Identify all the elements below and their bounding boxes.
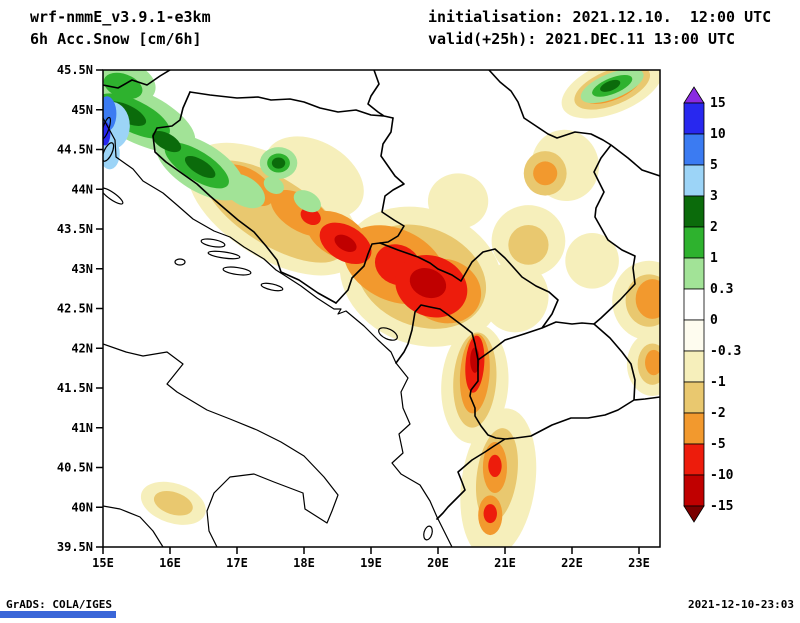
lon-tick-label: 19E (360, 556, 382, 570)
lon-tick-label: 21E (494, 556, 516, 570)
lon-tick-label: 22E (561, 556, 583, 570)
lat-tick-label: 43.5N (57, 222, 93, 236)
borders-northwest (103, 70, 394, 119)
colorbar-tick-label: -5 (710, 437, 726, 452)
snow-patch (152, 130, 182, 153)
colorbar-tick-label: -2 (710, 406, 726, 421)
country-borders (103, 70, 660, 520)
italy-tyrrhenian-coastline (103, 505, 164, 547)
snow-patch (481, 260, 549, 333)
colorbar: 15 10 5 3 2 1 0.3 0 -0.3 -1 -2 -5 -10 -15 (683, 86, 741, 523)
lat-tick-label: 40.5N (57, 461, 93, 475)
lat-tick-label: 42N (71, 341, 93, 355)
colorbar-bottom-arrow (683, 505, 705, 523)
colorbar-tick-label: 2 (710, 220, 718, 235)
colorbar-tick-label: -15 (710, 499, 733, 514)
snow-contour-fills (103, 70, 660, 547)
colorbar-top-arrow (683, 86, 705, 104)
balkan-coastline (103, 117, 453, 547)
colorbar-tick-label: 5 (710, 158, 718, 173)
snow-patch (153, 491, 193, 516)
snow-patch (300, 207, 321, 226)
lat-tick-label: 44.5N (57, 143, 93, 157)
snow-patch (263, 176, 284, 195)
axes: 15E 16E 17E 18E 19E 20E 21E 22E 23E 45.5N 45N 44.5N… (57, 63, 650, 570)
borders-bosnia (152, 91, 405, 304)
lat-tick-label: 43N (71, 262, 93, 276)
snow-patch (600, 79, 621, 92)
render-timestamp: 2021-12-10-23:03 (688, 598, 794, 611)
snow-patch (565, 232, 619, 289)
colorbar-segment (683, 381, 705, 414)
lat-tick-label: 45.5N (57, 63, 93, 77)
lon-tick-label: 17E (226, 556, 248, 570)
adriatic-islands (103, 116, 433, 541)
grads-credit: GrADS: COLA/IGES (6, 598, 112, 611)
lake-skadar (378, 327, 398, 341)
snow-patch (409, 268, 447, 299)
colorbar-tick-label: -10 (710, 468, 734, 483)
colorbar-segment (683, 288, 705, 321)
snow-patch (508, 225, 549, 265)
colorbar-segment (683, 412, 705, 445)
lon-tick-label: 23E (628, 556, 650, 570)
colorbar-tick-label: 1 (710, 251, 718, 266)
lon-tick-label: 18E (293, 556, 315, 570)
snow-patch (488, 454, 502, 478)
colorbar-tick-label: 15 (710, 96, 726, 111)
colorbar-segment (683, 257, 705, 290)
lat-tick-label: 40N (71, 500, 93, 514)
colorbar-segment (683, 164, 705, 197)
snow-patch (533, 161, 558, 186)
lat-tick-label: 42.5N (57, 302, 93, 316)
snow-patch (103, 121, 111, 146)
snow-patch (483, 504, 497, 524)
valid-time: valid(+25h): 2021.DEC.11 13:00 UTC (428, 30, 735, 48)
colorbar-segment (683, 195, 705, 228)
lat-tick-label: 44N (71, 182, 93, 196)
lat-tick-label: 39.5N (57, 540, 93, 554)
lat-tick-label: 45N (71, 103, 93, 117)
lat-tick-label: 41.5N (57, 381, 93, 395)
model-title: wrf-nmmE_v3.9.1-e3km (30, 8, 211, 26)
field-title: 6h Acc.Snow [cm/6h] (30, 30, 202, 48)
lon-tick-label: 15E (92, 556, 114, 570)
borders-south (335, 242, 660, 520)
coastlines (103, 116, 453, 547)
lat-tick-label: 41N (71, 421, 93, 435)
colorbar-tick-label: 10 (710, 127, 726, 142)
italy-adriatic-coastline (103, 343, 339, 547)
colorbar-segment (683, 102, 705, 135)
colorbar-segment (683, 319, 705, 352)
colorbar-tick-label: -0.3 (710, 344, 741, 359)
colorbar-tick-label: -1 (710, 375, 726, 390)
colorbar-segment (683, 350, 705, 383)
snow-patch (271, 157, 286, 169)
snow-patch (334, 234, 357, 252)
lon-tick-label: 16E (159, 556, 181, 570)
colorbar-segment (683, 226, 705, 259)
borders-east (488, 70, 660, 325)
snow-patch (293, 190, 321, 213)
snow-patch (645, 349, 660, 376)
snow-patch (184, 155, 216, 179)
colorbar-segment (683, 443, 705, 476)
colorbar-segment (683, 474, 705, 507)
colorbar-segment (683, 133, 705, 166)
snow-patch (427, 173, 489, 229)
init-time: initialisation: 2021.12.10. 12:00 UTC (428, 8, 771, 26)
bottom-blue-bar (0, 611, 116, 618)
snow-patch (635, 279, 660, 319)
colorbar-tick-label: 0 (710, 313, 718, 328)
snow-patch (222, 173, 265, 209)
lon-tick-label: 20E (427, 556, 449, 570)
colorbar-tick-label: 0.3 (710, 282, 733, 297)
colorbar-tick-label: 3 (710, 189, 718, 204)
